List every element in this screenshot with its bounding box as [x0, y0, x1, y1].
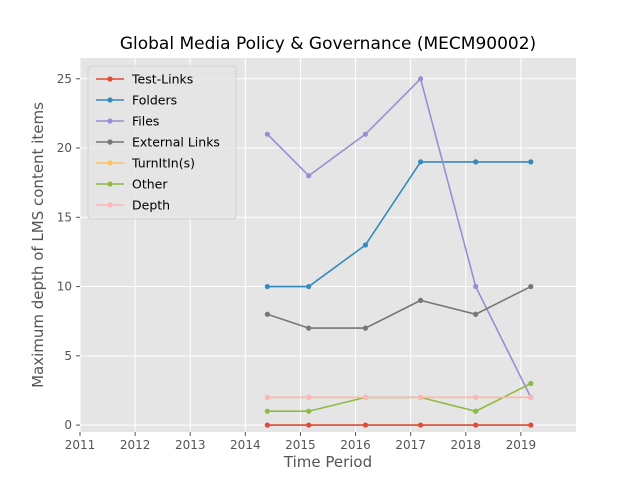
axes: 2011 2012 2013 2014 2015 2016 2017 2018 20190510…	[57, 72, 536, 452]
legend-marker	[107, 76, 113, 82]
data-point	[264, 311, 270, 317]
data-point	[417, 159, 424, 165]
x-tick-label: 2012	[120, 438, 151, 452]
data-point	[362, 131, 369, 137]
legend-marker	[107, 118, 113, 124]
data-point	[528, 159, 534, 165]
data-point	[306, 325, 312, 331]
data-point	[264, 408, 270, 414]
data-point	[264, 131, 270, 137]
y-axis-label: Maximum depth of LMS content items	[29, 102, 47, 388]
y-tick-label: 5	[64, 349, 72, 363]
data-point	[473, 311, 479, 317]
data-point	[417, 394, 424, 400]
data-point	[362, 422, 369, 428]
legend-marker	[107, 139, 113, 145]
x-tick-label: 2019	[506, 438, 537, 452]
x-tick-label: 2011	[65, 438, 96, 452]
y-tick-label: 15	[57, 210, 72, 224]
series-depth	[264, 394, 534, 400]
y-tick-label: 10	[57, 280, 72, 294]
chart-title: Global Media Policy & Governance (MECM90…	[120, 34, 536, 54]
data-point	[417, 422, 424, 428]
legend-marker	[107, 160, 113, 166]
data-point	[528, 422, 534, 428]
x-tick-label: 2014	[230, 438, 261, 452]
legend-item: Test-Links	[96, 72, 193, 87]
y-tick-label: 0	[64, 418, 72, 432]
data-series	[264, 76, 534, 428]
legend-item: Files	[96, 114, 159, 129]
legend-item: Other	[96, 177, 168, 192]
data-point	[306, 283, 312, 290]
data-point	[264, 422, 270, 428]
x-axis-label: Time Period	[283, 453, 372, 471]
x-tick-label: 2016	[340, 438, 371, 452]
y-tick-label: 25	[57, 72, 72, 86]
data-point	[264, 283, 270, 290]
legend-item: Folders	[96, 93, 177, 108]
data-point	[528, 283, 534, 290]
series-test-links	[264, 422, 534, 428]
x-tick-label: 2015	[285, 438, 316, 452]
legend-marker	[107, 202, 113, 208]
data-point	[473, 283, 479, 290]
x-tick-label: 2017	[395, 438, 426, 452]
legend-label: Depth	[132, 198, 170, 213]
legend-label: Test-Links	[131, 72, 193, 87]
series-external-links	[264, 283, 534, 331]
data-point	[473, 422, 479, 428]
series-line	[267, 285, 532, 329]
series-line	[266, 77, 532, 398]
data-point	[417, 76, 424, 82]
legend-label: External Links	[132, 135, 220, 150]
data-point	[417, 297, 424, 304]
data-point	[306, 394, 312, 400]
legend-item: TurnItIn(s)	[96, 156, 195, 171]
legend-label: Other	[132, 177, 168, 192]
data-point	[264, 394, 270, 400]
data-point	[473, 159, 479, 165]
legend-marker	[107, 181, 113, 187]
series-line	[267, 161, 531, 288]
y-tick-label: 20	[57, 141, 72, 155]
x-tick-label: 2013	[175, 438, 206, 452]
legend-item: External Links	[96, 135, 220, 150]
data-point	[528, 394, 534, 400]
series-folders	[264, 159, 534, 290]
data-point	[306, 422, 312, 428]
legend-item: Depth	[96, 198, 170, 213]
data-point	[362, 325, 369, 331]
legend-box	[87, 65, 237, 220]
x-tick-label: 2018	[451, 438, 482, 452]
legend-label: TurnItIn(s)	[131, 156, 195, 171]
legend: Test-Links Folders Files External Links Turn…	[87, 65, 237, 220]
data-point	[528, 380, 534, 387]
data-point	[306, 408, 312, 414]
data-point	[362, 242, 369, 248]
data-point	[306, 173, 312, 179]
legend-marker	[107, 97, 113, 103]
legend-label: Files	[132, 114, 159, 129]
data-point	[473, 394, 479, 400]
data-point	[473, 408, 479, 414]
legend-label: Folders	[132, 93, 177, 108]
data-point	[362, 394, 369, 400]
